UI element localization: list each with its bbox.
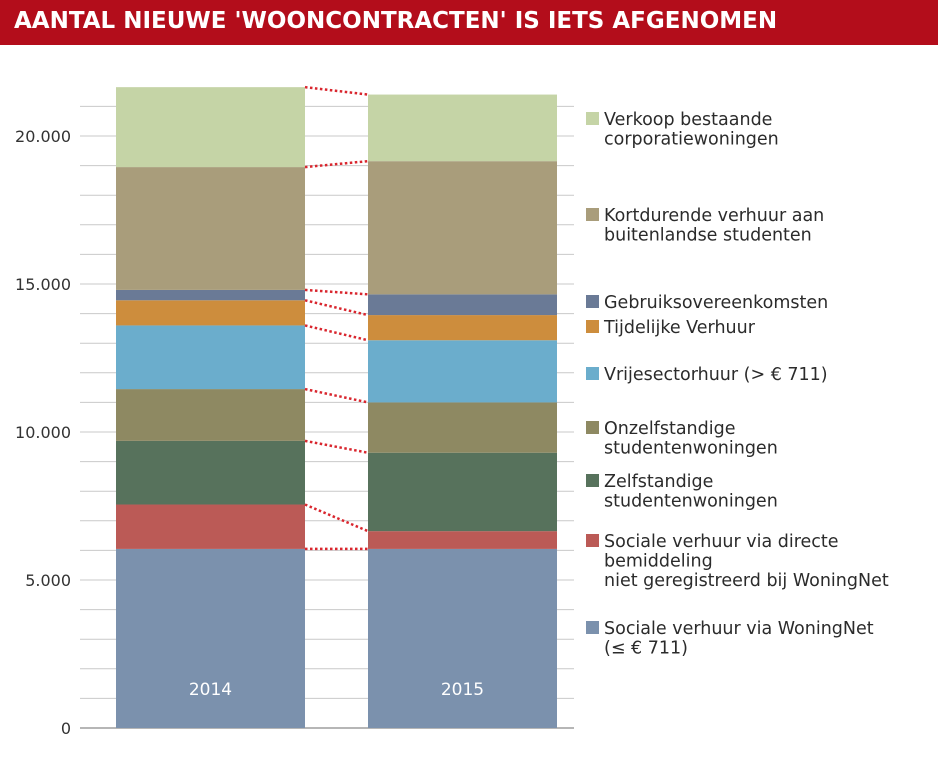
bar-segment (116, 289, 305, 301)
connector-line (304, 159, 369, 169)
bar-segment (116, 325, 305, 390)
y-tick-label: 20.000 (15, 127, 71, 146)
legend-label: Tijdelijke Verhuur (603, 318, 756, 338)
category-label: 2014 (189, 680, 232, 700)
legend-swatch (586, 421, 599, 434)
bar-segment (368, 315, 557, 341)
bar-segment (116, 300, 305, 326)
legend-label: Sociale verhuur via directe (604, 532, 839, 552)
connector-line (304, 85, 369, 96)
legend-label: Gebruiksovereenkomsten (604, 293, 828, 313)
legend-label: studentenwoningen (604, 439, 778, 459)
bar-segment (368, 161, 557, 295)
bar-segment (116, 440, 305, 505)
bar-segment (368, 548, 557, 728)
legend-swatch (586, 295, 599, 308)
bar-segment (368, 402, 557, 453)
legend-swatch (586, 621, 599, 634)
legend-swatch (586, 320, 599, 333)
legend-label: corporatiewoningen (604, 130, 779, 150)
category-label: 2015 (441, 680, 484, 700)
bar-segment (116, 87, 305, 168)
bar-segment (368, 531, 557, 549)
bar-segment (116, 548, 305, 728)
chart-title: AANTAL NIEUWE 'WOONCONTRACTEN' IS IETS A… (14, 8, 778, 34)
connector-line (304, 324, 369, 342)
legend-label: (≤ € 711) (604, 639, 688, 659)
title-bar: AANTAL NIEUWE 'WOONCONTRACTEN' IS IETS A… (0, 0, 938, 45)
legend-swatch (586, 112, 599, 125)
legend-swatch (586, 534, 599, 547)
legend-label: studentenwoningen (604, 492, 778, 512)
legend-swatch (586, 474, 599, 487)
legend-label: Vrijesectorhuur (> € 711) (604, 365, 828, 385)
connector-line (304, 503, 369, 533)
legend-label: buitenlandse studenten (604, 226, 812, 246)
connector-line (304, 299, 369, 317)
legend-label: Kortdurende verhuur aan (604, 206, 824, 226)
legend-swatch (586, 208, 599, 221)
legend-swatch (586, 367, 599, 380)
legend-label: niet geregistreerd bij WoningNet (604, 571, 889, 591)
legend-label: Onzelfstandige (604, 419, 735, 439)
legend-label: Verkoop bestaande (604, 110, 772, 130)
stacked-bar-chart: 0 5.000 10.000 15.000 20.000 2014 2015 Verkoop … (15, 85, 889, 738)
legend-label: bemiddeling (604, 552, 713, 572)
bar-segment (116, 167, 305, 290)
connector-line (304, 288, 369, 296)
bar-segment (116, 504, 305, 549)
y-tick-label: 0 (61, 719, 71, 738)
legend-label: Sociale verhuur via WoningNet (604, 619, 874, 639)
bar-segment (368, 452, 557, 532)
bar-segment (368, 94, 557, 162)
connector-line (304, 439, 369, 454)
connector-line (304, 387, 369, 404)
y-tick-label: 10.000 (15, 423, 71, 442)
y-tick-label: 5.000 (25, 571, 71, 590)
bar-segment (116, 389, 305, 441)
bar-segment (368, 294, 557, 316)
bar-segment (368, 340, 557, 403)
y-tick-label: 15.000 (15, 275, 71, 294)
legend-label: Zelfstandige (604, 472, 713, 492)
